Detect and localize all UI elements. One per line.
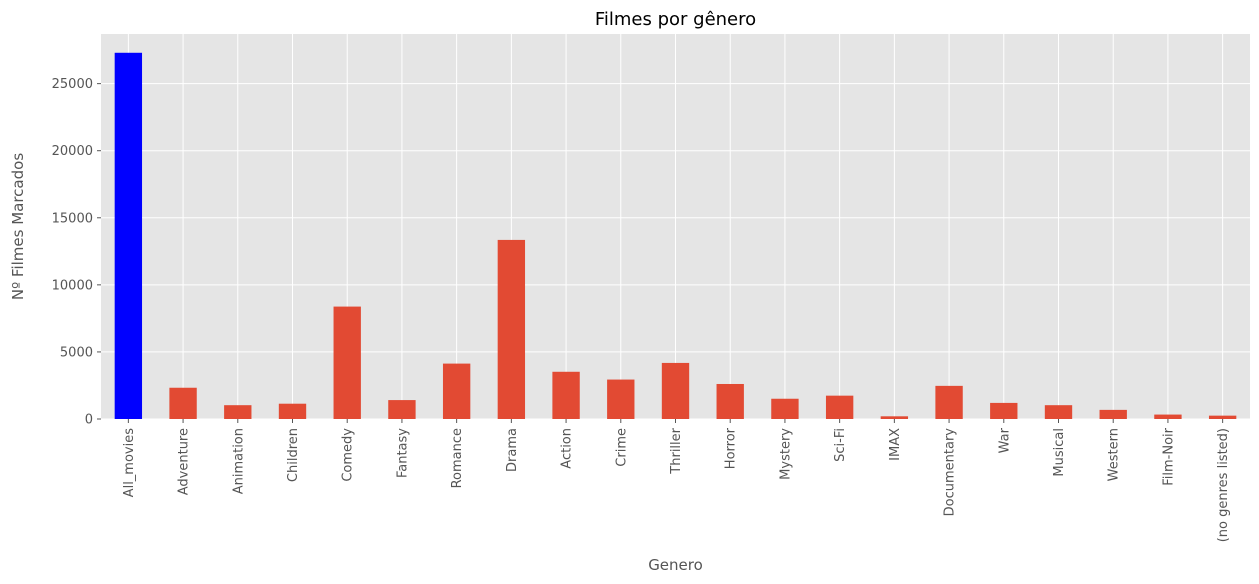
x-axis-ticks: All_movies Adventure Animation Children Come… [122,419,1231,542]
x-tick-label: IMAX [888,428,903,461]
bar-fantasy [388,400,416,419]
bar-adventure [169,387,197,419]
x-tick-label: Horror [724,427,739,469]
x-tick-label: Animation [231,428,246,494]
x-tick-label: Crime [614,428,629,467]
x-tick-label: Documentary [943,428,958,517]
x-tick-label: Romance [450,428,465,488]
x-tick-label: Comedy [341,428,356,482]
x-axis-label: Genero [648,556,703,574]
bar-imax [880,416,909,419]
y-axis-ticks: 0 5000 10000 15000 20000 25000 [52,77,101,428]
bars [114,52,1237,419]
x-tick-label: (no genres listed) [1216,428,1231,542]
bar-no-genres-listed [1208,415,1237,419]
y-tick-label: 5000 [60,345,93,360]
x-tick-label: All_movies [122,428,137,498]
bar-thriller [661,362,690,419]
y-tick-label: 25000 [52,77,93,92]
bar-children [278,403,307,419]
bar-documentary [935,385,963,419]
bar-film-noir [1154,414,1182,419]
y-axis-label: Nº Filmes Marcados [9,153,27,300]
x-tick-label: Musical [1052,428,1067,477]
x-tick-label: Thriller [669,427,684,474]
x-tick-label: Fantasy [395,428,410,478]
x-tick-label: Sci-Fi [833,428,848,462]
y-tick-label: 0 [85,413,93,428]
x-tick-label: Children [286,428,301,482]
bar-animation [224,405,252,419]
bar-action [552,371,580,419]
bar-war [990,402,1018,419]
x-tick-label: Action [560,428,575,469]
y-tick-label: 10000 [52,278,93,293]
bar-drama [497,239,526,419]
bar-musical [1044,405,1073,419]
x-tick-label: Mystery [778,428,793,480]
x-tick-label: War [997,427,1012,453]
x-tick-label: Adventure [177,428,192,495]
bar-all-movies [114,52,143,419]
bar-western [1099,409,1127,419]
bar-mystery [771,398,799,419]
bar-comedy [333,306,361,419]
y-tick-label: 20000 [52,144,93,159]
bar-horror [716,383,744,419]
x-tick-label: Western [1107,428,1122,481]
x-tick-label: Drama [505,428,520,472]
chart-title: Filmes por gênero [595,9,756,30]
bar-sci-fi [825,395,854,419]
bar-crime [607,379,635,419]
x-tick-label: Film-Noir [1161,427,1176,485]
y-tick-label: 15000 [52,211,93,226]
bar-romance [442,363,471,419]
